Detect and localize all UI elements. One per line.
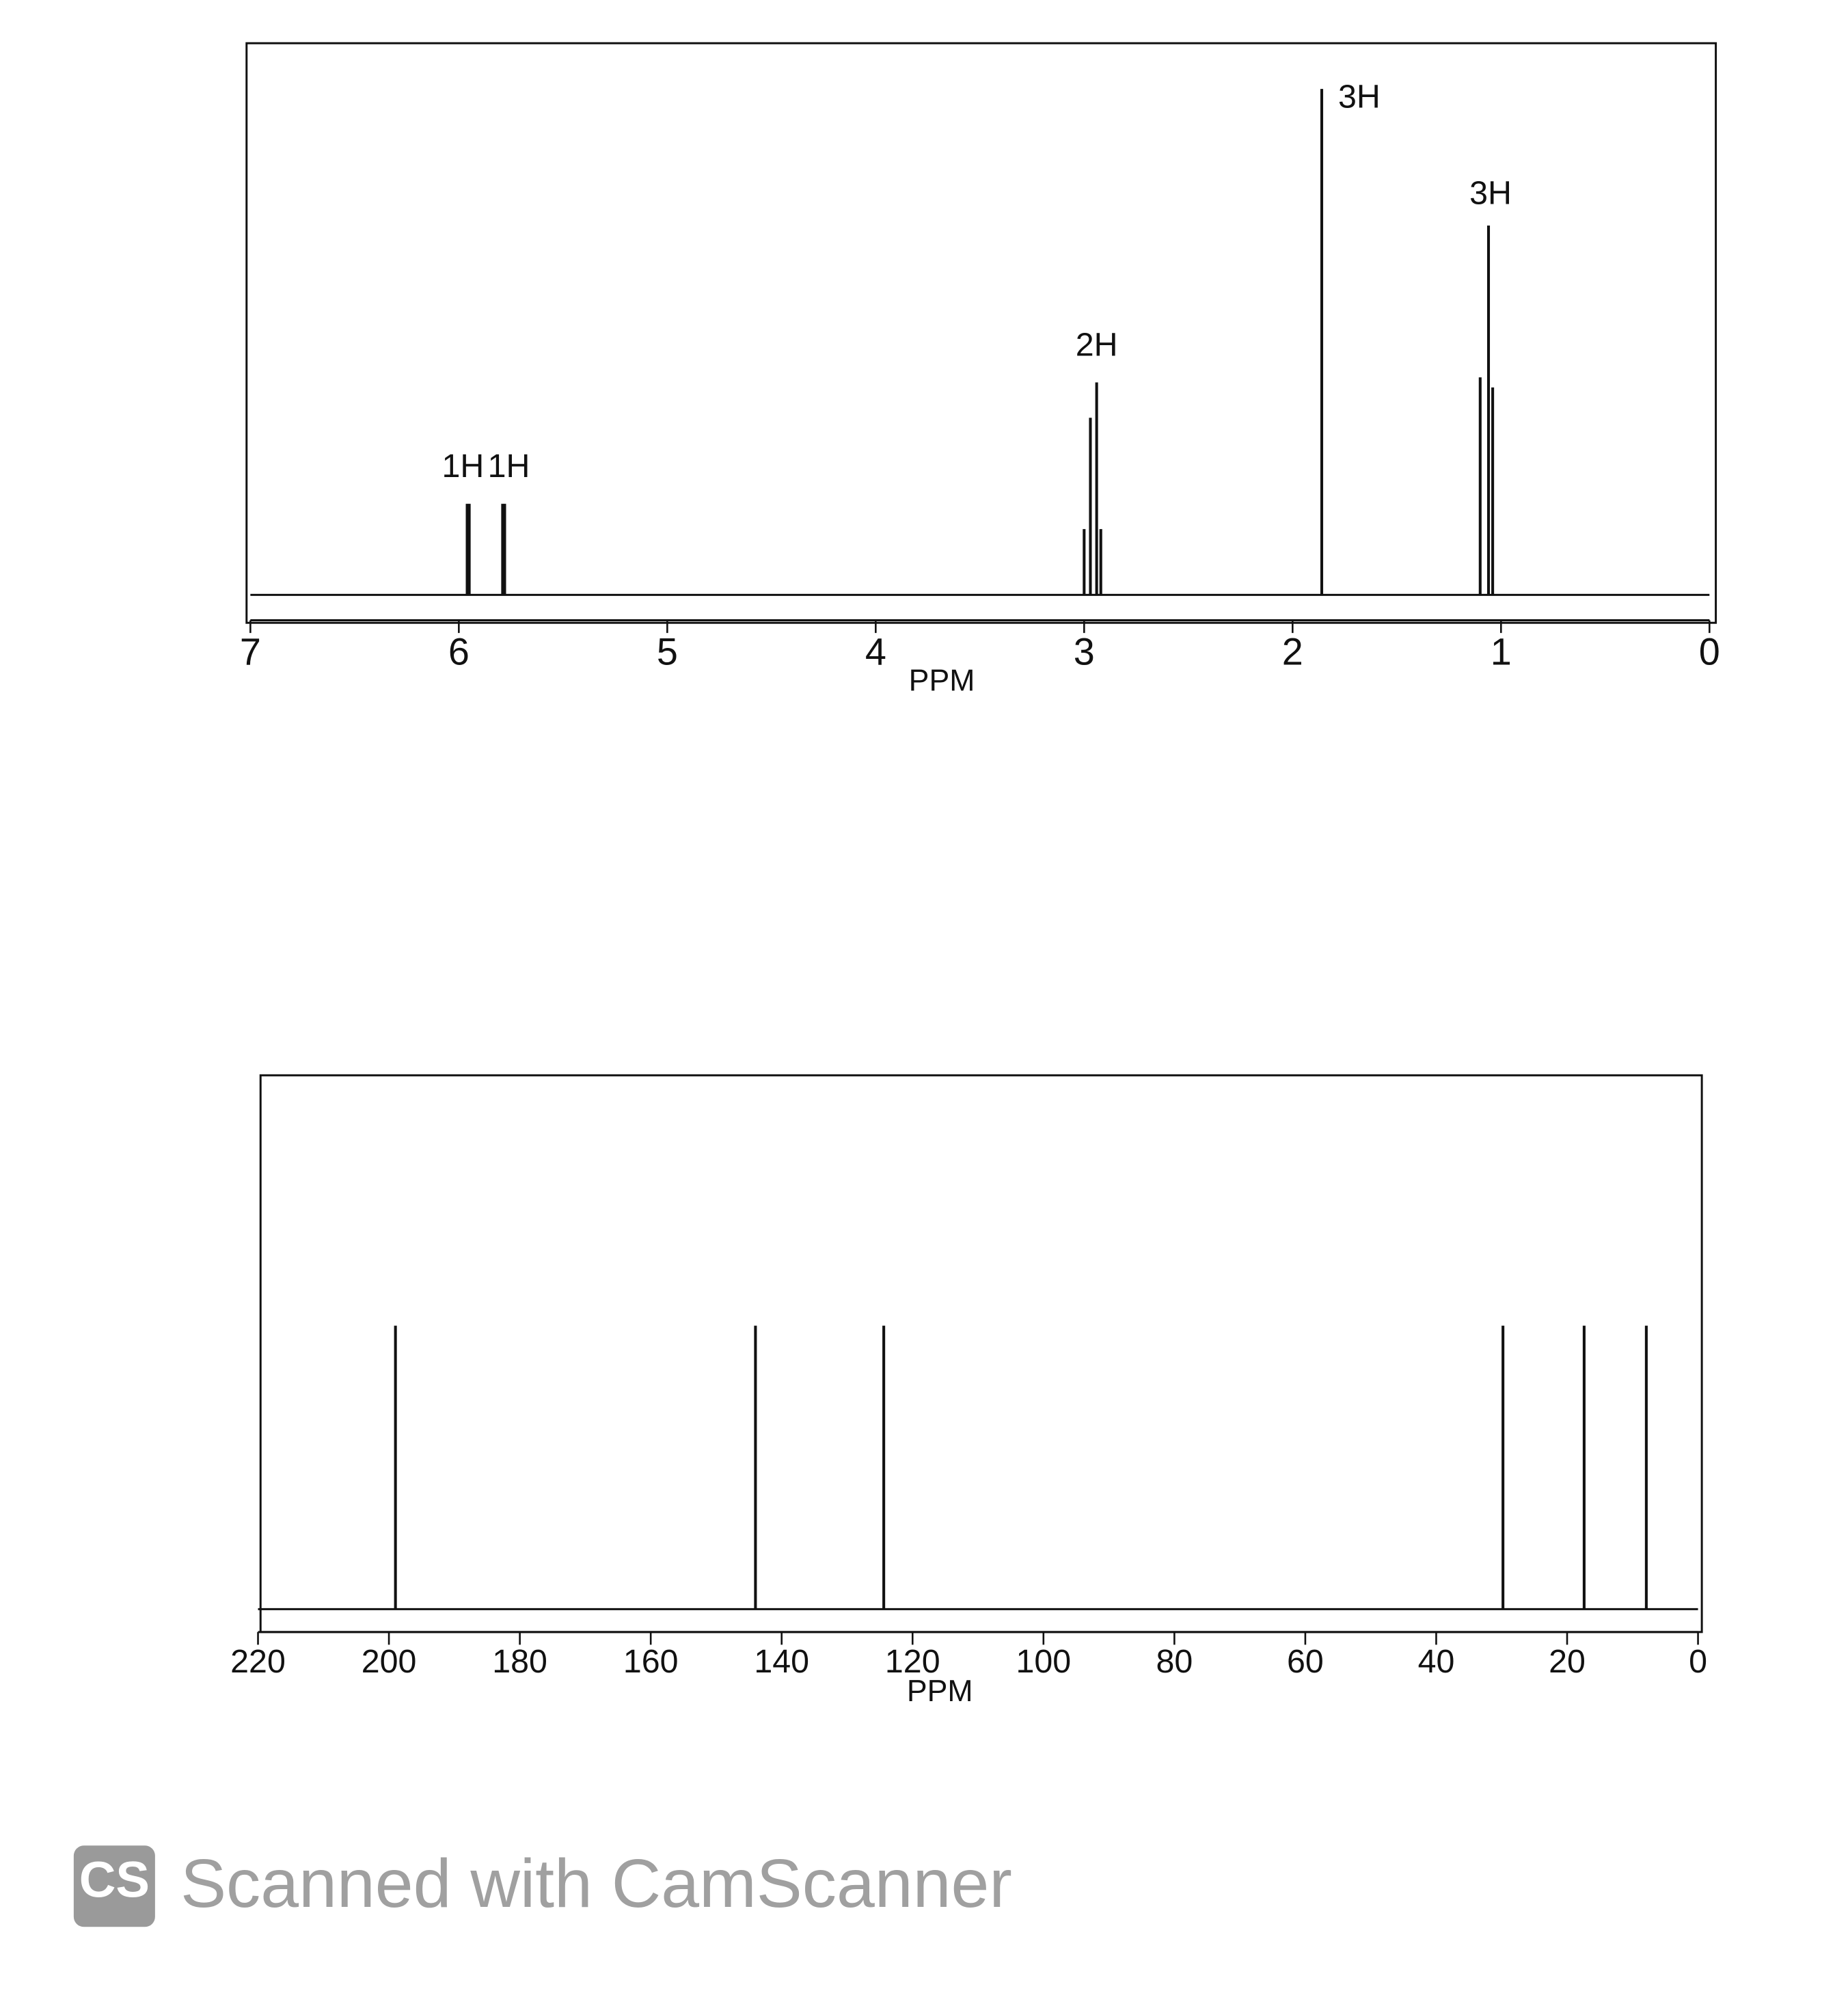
x-tick-label: 120 [885,1643,940,1680]
cnmr-frame [259,1074,1703,1633]
integration-label: 3H [1338,79,1381,116]
logo-box [73,1845,155,1927]
x-tick-label: 1 [1491,629,1512,673]
x-tick-label: 4 [865,629,886,673]
nmr-frame [245,42,1717,624]
x-tick-label: 80 [1156,1643,1193,1680]
integration-label: 1H [488,448,530,485]
watermark-text: Scanned with CamScanner [180,1845,1012,1922]
x-tick-label: 3 [1074,629,1095,673]
x-tick-label: 7 [240,629,261,673]
x-tick-label: 160 [623,1643,679,1680]
x-tick-label: 0 [1689,1643,1707,1680]
x-tick-label: 0 [1699,629,1720,673]
integration-label: 1H [442,448,485,485]
x-tick-label: 5 [657,629,678,673]
x-tick-label: 6 [448,629,470,673]
x-tick-label: 2 [1282,629,1303,673]
x-tick-label: 220 [230,1643,286,1680]
x-axis-label: PPM [907,1675,973,1708]
integration-label: 2H [1076,326,1118,363]
x-tick-label: 60 [1287,1643,1324,1680]
integration-label: 3H [1469,174,1512,211]
logo-text: CS [79,1852,150,1908]
x-tick-label: 200 [362,1643,417,1680]
x-tick-label: 140 [754,1643,809,1680]
x-tick-label: 40 [1418,1643,1455,1680]
x-tick-label: 20 [1549,1643,1586,1680]
x-tick-label: 100 [1016,1643,1071,1680]
x-tick-label: 180 [492,1643,547,1680]
x-axis-label: PPM [909,664,975,697]
